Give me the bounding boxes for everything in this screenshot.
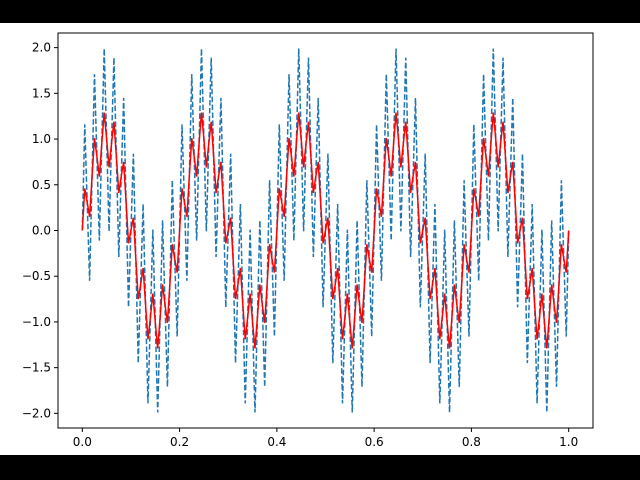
y-tick-label: −1.0 <box>22 315 51 329</box>
y-tick-label: 0.5 <box>32 178 51 192</box>
y-tick-label: 2.0 <box>32 41 51 55</box>
x-tick-label: 0.2 <box>170 435 189 449</box>
x-tick-label: 1.0 <box>559 435 578 449</box>
y-tick-label: −2.0 <box>22 406 51 420</box>
y-tick-label: 0.0 <box>32 224 51 238</box>
x-tick-label: 0.4 <box>267 435 286 449</box>
y-tick-label: 1.5 <box>32 86 51 100</box>
x-tick-label: 0.0 <box>73 435 92 449</box>
y-tick-label: 1.0 <box>32 132 51 146</box>
y-tick-label: −0.5 <box>22 269 51 283</box>
data-line <box>81 112 570 349</box>
y-tick-label: −1.5 <box>22 361 51 375</box>
data-line <box>81 48 570 413</box>
figure <box>0 23 640 455</box>
x-tick-label: 0.6 <box>365 435 384 449</box>
x-tick-label: 0.8 <box>462 435 481 449</box>
